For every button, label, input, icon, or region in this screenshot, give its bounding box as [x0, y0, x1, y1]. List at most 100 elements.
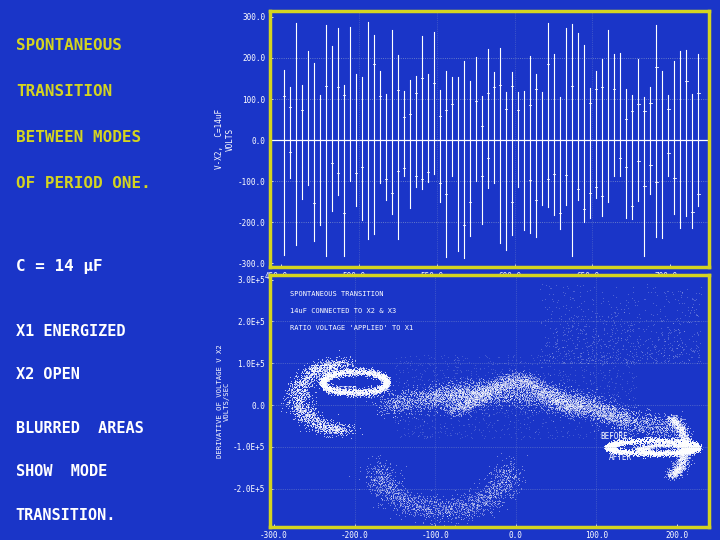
Point [374, 373, 386, 382]
Point [624, 447, 636, 455]
Point [608, 447, 619, 455]
Point [325, 365, 336, 374]
Point [423, 381, 435, 389]
Point [546, 393, 557, 402]
Point [370, 387, 382, 396]
Point [678, 440, 689, 449]
Point [560, 396, 572, 405]
Point [559, 409, 570, 418]
Point [295, 409, 307, 417]
Point [639, 448, 651, 457]
Point [383, 379, 395, 387]
Point [327, 387, 338, 396]
Point [683, 440, 694, 449]
Point [628, 446, 639, 455]
Point [482, 387, 493, 396]
Point [638, 442, 649, 451]
Point [469, 396, 481, 405]
Point [476, 497, 487, 506]
Point [573, 407, 585, 416]
Point [499, 382, 510, 390]
Point [636, 439, 648, 448]
Point [454, 503, 465, 511]
Point [669, 438, 680, 447]
Point [408, 387, 420, 395]
Point [325, 359, 336, 367]
Point [544, 398, 555, 407]
Point [449, 390, 461, 399]
Point [572, 353, 584, 362]
Point [603, 414, 614, 423]
Point [598, 401, 610, 409]
Point [520, 391, 531, 400]
Point [631, 443, 643, 451]
Point [428, 514, 440, 522]
Point [637, 443, 649, 451]
Point [394, 488, 405, 497]
Point [684, 446, 696, 454]
Point [477, 396, 488, 405]
Point [514, 387, 526, 396]
Point [667, 447, 678, 455]
Point [541, 382, 553, 391]
Point [452, 399, 464, 407]
Point [338, 366, 350, 374]
Point [369, 383, 380, 391]
Point [378, 383, 390, 391]
Point [365, 392, 377, 401]
Point [523, 370, 535, 379]
Point [304, 387, 315, 396]
Point [678, 455, 690, 463]
Point [332, 424, 343, 433]
Point [666, 437, 678, 445]
Point [481, 482, 492, 490]
Point [575, 401, 586, 409]
Point [637, 447, 649, 456]
Point [558, 389, 570, 397]
Point [431, 515, 443, 524]
Point [336, 357, 348, 366]
Point [445, 389, 456, 397]
Point [576, 392, 588, 400]
Point [328, 370, 339, 379]
Point [317, 371, 328, 380]
Point [482, 389, 493, 398]
Point [671, 418, 683, 427]
Point [320, 379, 331, 388]
Point [564, 394, 575, 402]
Point [387, 413, 399, 421]
Point [680, 428, 692, 436]
Point [328, 384, 339, 393]
Point [539, 383, 551, 392]
Point [382, 376, 394, 385]
Point [325, 428, 337, 437]
Point [307, 403, 318, 412]
Point [344, 352, 356, 360]
Point [317, 361, 328, 370]
Point [680, 444, 691, 453]
Point [294, 377, 305, 386]
Point [426, 393, 437, 401]
Point [635, 436, 647, 445]
Point [678, 451, 690, 460]
Point [657, 439, 669, 448]
Point [482, 497, 493, 505]
Point [382, 379, 393, 387]
Point [344, 365, 356, 374]
Point [595, 401, 607, 410]
Point [606, 445, 617, 454]
Point [390, 493, 401, 502]
Point [493, 381, 505, 390]
Point [455, 410, 467, 419]
Point [393, 492, 405, 501]
Point [499, 471, 510, 480]
Point [347, 367, 359, 375]
Point [333, 368, 345, 377]
Point [315, 367, 327, 375]
Point [323, 429, 335, 437]
Point [634, 425, 645, 434]
Point [473, 386, 485, 395]
Point [694, 443, 706, 451]
Point [679, 450, 690, 458]
Point [674, 437, 685, 446]
